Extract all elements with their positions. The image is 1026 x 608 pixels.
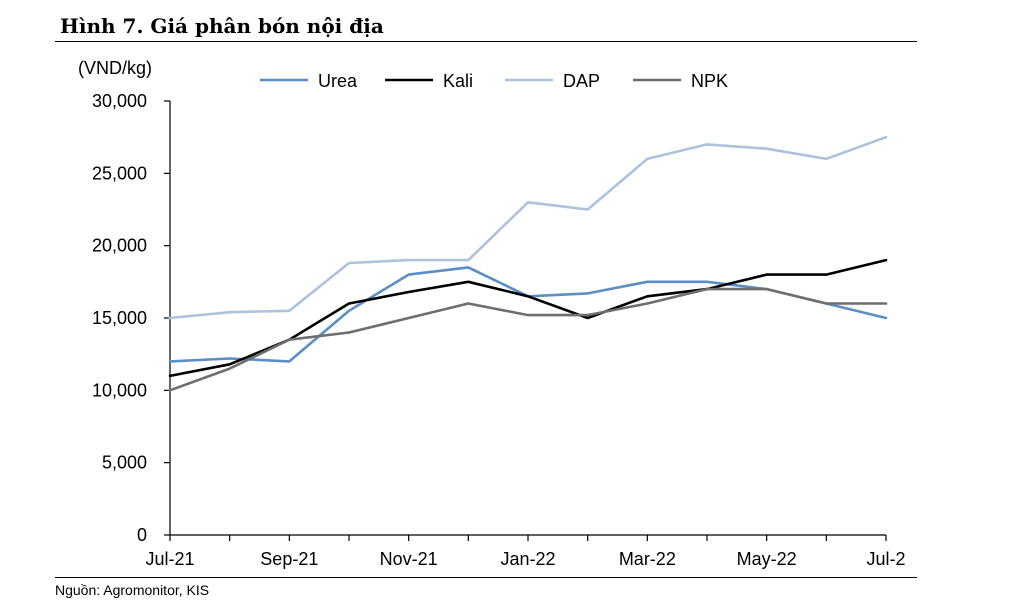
y-tick-label: 25,000 bbox=[92, 163, 147, 183]
y-tick-label: 20,000 bbox=[92, 236, 147, 256]
series-line-npk bbox=[168, 287, 888, 392]
y-tick-label: 30,000 bbox=[92, 91, 147, 111]
source-rule bbox=[55, 577, 917, 578]
y-tick-label: 10,000 bbox=[92, 380, 147, 400]
series-line-dap bbox=[168, 135, 888, 320]
x-tick-label: Sep-21 bbox=[260, 549, 318, 569]
x-tick-label: Jan-22 bbox=[500, 549, 555, 569]
y-tick-label: 15,000 bbox=[92, 308, 147, 328]
x-tick-label: Jul-21 bbox=[145, 549, 194, 569]
series-layer bbox=[168, 135, 888, 392]
title-rule bbox=[55, 41, 917, 42]
legend-label-urea: Urea bbox=[318, 71, 358, 91]
y-tick-label: 5,000 bbox=[102, 453, 147, 473]
legend: Urea Kali DAP NPK bbox=[260, 71, 728, 91]
legend-label-npk: NPK bbox=[691, 71, 728, 91]
x-tick-label: Mar-22 bbox=[619, 549, 676, 569]
chart-title: Hình 7. Giá phân bón nội địa bbox=[60, 14, 384, 38]
x-tick-label: Nov-21 bbox=[380, 549, 438, 569]
legend-label-kali: Kali bbox=[443, 71, 473, 91]
x-tick-label: Jul-2 bbox=[866, 549, 905, 569]
series-line-kali bbox=[168, 258, 888, 378]
legend-label-dap: DAP bbox=[563, 71, 600, 91]
x-tick-label: May-22 bbox=[737, 549, 797, 569]
axes: 0 5,000 10,000 15,000 20,000 25,000 30,000 (VND… bbox=[78, 58, 906, 569]
y-axis-unit-label: (VND/kg) bbox=[78, 58, 152, 78]
y-tick-label: 0 bbox=[137, 525, 147, 545]
source-note: Nguồn: Agromonitor, KIS bbox=[55, 582, 210, 598]
